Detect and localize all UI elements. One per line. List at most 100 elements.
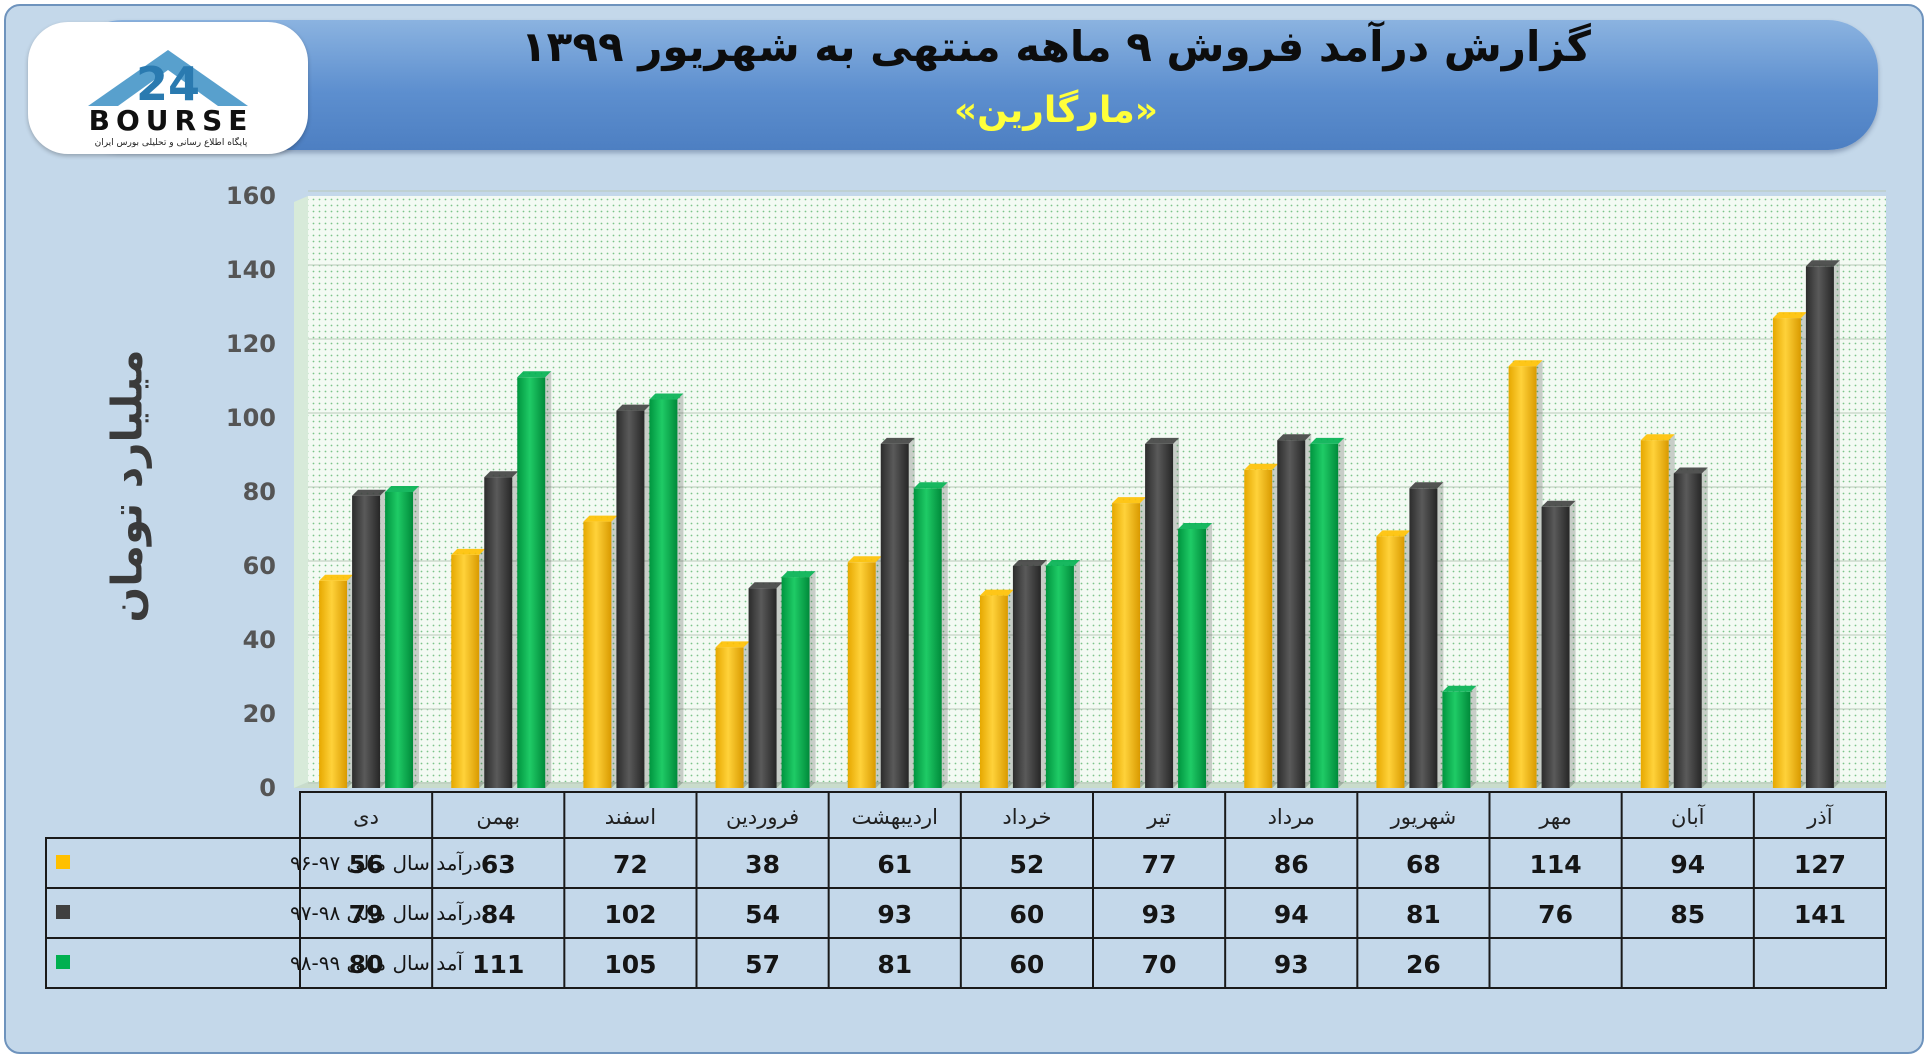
bar xyxy=(1012,560,1047,788)
data-label: 80 xyxy=(349,950,384,979)
y-tick-label: 120 xyxy=(226,330,276,358)
bar-body xyxy=(616,410,645,788)
bar-side xyxy=(1701,467,1708,788)
bar-side xyxy=(809,571,816,788)
bar-body xyxy=(484,477,513,788)
bar-side xyxy=(1073,560,1080,788)
bar-top xyxy=(979,589,1014,596)
data-label: 60 xyxy=(1010,950,1045,979)
bar xyxy=(484,471,519,788)
bar-top xyxy=(1045,560,1080,566)
bar-side xyxy=(875,556,882,788)
bar xyxy=(352,489,387,788)
y-tick-label: 40 xyxy=(243,626,276,654)
bar xyxy=(913,482,948,788)
x-tick-label: اسفند xyxy=(605,805,656,829)
bar-side xyxy=(1272,463,1279,788)
bar-body xyxy=(1045,566,1074,788)
data-label: 57 xyxy=(745,950,780,979)
bar-side xyxy=(413,486,420,788)
bar xyxy=(847,556,882,788)
bar-top xyxy=(352,489,387,496)
bar-top xyxy=(484,471,519,478)
logo-mark-icon: 24 xyxy=(88,50,248,111)
bar-body xyxy=(385,492,414,788)
bar-top xyxy=(1012,560,1047,566)
data-label: 68 xyxy=(1406,850,1441,879)
data-label: 93 xyxy=(877,900,912,929)
bar-top xyxy=(451,548,486,555)
bar xyxy=(1409,482,1444,788)
bar xyxy=(1442,685,1477,788)
bar-body xyxy=(847,562,876,788)
bar-side xyxy=(1536,360,1543,788)
data-label: 79 xyxy=(349,900,384,929)
logo-mark: 24 xyxy=(136,57,200,111)
bar xyxy=(1310,437,1345,788)
y-axis-label: میلیارد تومان xyxy=(103,349,153,622)
bar-side xyxy=(743,641,750,788)
data-label: 76 xyxy=(1538,900,1573,929)
bar xyxy=(748,582,783,788)
data-label: 61 xyxy=(877,850,912,879)
y-tick-label: 20 xyxy=(243,700,276,728)
bar-top xyxy=(517,371,552,378)
data-label: 86 xyxy=(1274,850,1309,879)
bar-body xyxy=(1640,440,1669,788)
bar-top xyxy=(1673,467,1708,474)
bar xyxy=(1045,560,1080,788)
bar-side xyxy=(644,404,651,788)
data-label: 70 xyxy=(1142,950,1177,979)
bar-top xyxy=(715,641,750,648)
bar-side xyxy=(908,437,915,788)
bar-top xyxy=(880,437,915,444)
bar-top xyxy=(385,486,420,492)
bar xyxy=(385,486,420,788)
data-label: 26 xyxy=(1406,950,1441,979)
bar xyxy=(1112,497,1147,788)
bar-top xyxy=(748,582,783,589)
bar xyxy=(1508,360,1543,788)
bar-side xyxy=(611,515,618,788)
y-tick-label: 60 xyxy=(243,552,276,580)
y-tick-label: 100 xyxy=(226,404,276,432)
plot-area: 0 20 40 60 80 100 120 140 160 xyxy=(226,182,1886,802)
bar xyxy=(451,548,486,788)
bar-body xyxy=(649,399,678,788)
data-label: 94 xyxy=(1274,900,1309,929)
y-tick-label: 160 xyxy=(226,182,276,210)
bar-side xyxy=(512,471,519,788)
data-label: 81 xyxy=(877,950,912,979)
x-tick-label: خرداد xyxy=(1002,805,1051,829)
bar-body xyxy=(451,554,480,788)
data-label: 77 xyxy=(1142,850,1177,879)
data-table: دی بهمن اسفند فروردین اردیبهشت خرداد تیر مرداد ش… xyxy=(45,791,1887,989)
data-label: 105 xyxy=(604,950,656,979)
bar xyxy=(880,437,915,788)
bar-top xyxy=(1244,463,1279,470)
data-label: 102 xyxy=(604,900,656,929)
bar xyxy=(1376,530,1411,788)
bar-body xyxy=(1805,266,1834,788)
bar xyxy=(715,641,750,788)
bar-side xyxy=(479,548,486,788)
bar-body xyxy=(880,443,909,788)
x-tick-label: اردیبهشت xyxy=(851,805,938,829)
bar-body xyxy=(1244,469,1273,788)
bar-side xyxy=(1173,437,1180,788)
bar xyxy=(1640,434,1675,788)
bars xyxy=(319,260,1840,788)
bar-body xyxy=(781,577,810,788)
bar-top xyxy=(847,556,882,563)
bar-side xyxy=(677,393,684,788)
data-label: 72 xyxy=(613,850,648,879)
data-label: 94 xyxy=(1670,850,1705,879)
bar-top xyxy=(781,571,816,578)
y-axis-label-wrap: میلیارد تومان xyxy=(102,336,158,636)
bar-body xyxy=(1178,529,1207,788)
x-tick-label: مهر xyxy=(1538,805,1572,829)
data-label: 111 xyxy=(472,950,524,979)
bar-body xyxy=(1673,473,1702,788)
bar xyxy=(616,404,651,788)
bar xyxy=(1277,434,1312,788)
